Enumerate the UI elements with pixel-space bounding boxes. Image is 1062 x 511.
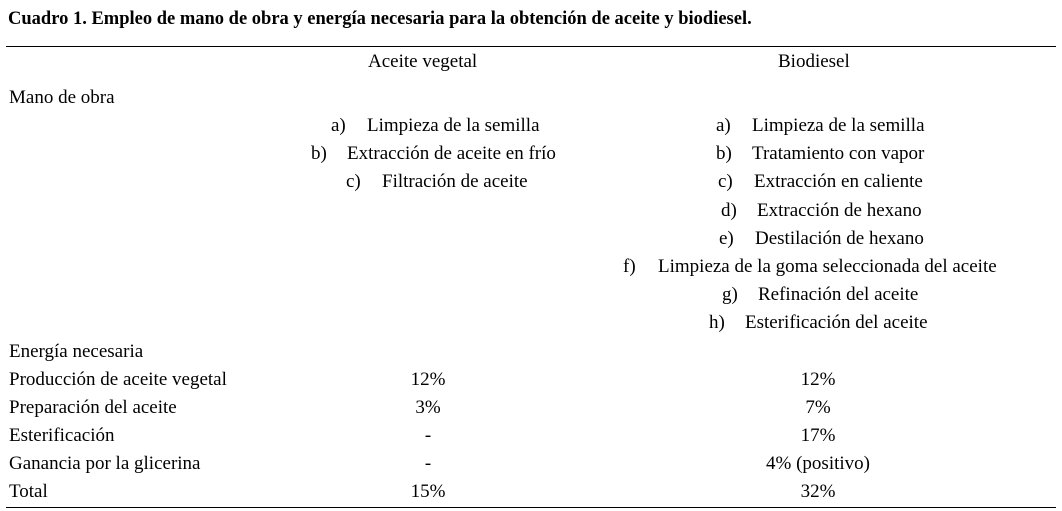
aceite-step: b) Extracción de aceite en frío (311, 143, 556, 165)
aceite-step: c) Filtración de aceite (346, 171, 528, 193)
step-text: Extracción en caliente (754, 171, 923, 192)
biodiesel-step: b) Tratamiento con vapor (716, 143, 924, 165)
step-text: Tratamiento con vapor (752, 143, 925, 164)
biodiesel-step: f) Limpieza de la goma seleccionada del a… (623, 256, 997, 278)
table-title: Cuadro 1. Empleo de mano de obra y energ… (8, 9, 752, 29)
step-text: Filtración de aceite (382, 171, 528, 192)
energy-row-label: Producción de aceite vegetal (9, 369, 227, 390)
step-text: Esterificación del aceite (745, 312, 928, 333)
step-letter: a) (331, 115, 346, 136)
energy-row-label: Ganancia por la glicerina (9, 453, 201, 474)
biodiesel-step: h) Esterificación del aceite (709, 312, 928, 334)
step-letter: h) (709, 312, 725, 333)
biodiesel-step: c) Extracción en caliente (718, 171, 923, 193)
column-header-biodiesel: Biodiesel (778, 51, 850, 72)
step-letter: b) (311, 143, 327, 164)
step-text: Destilación de hexano (755, 228, 924, 249)
biodiesel-step: a) Limpieza de la semilla (716, 115, 925, 137)
energy-row-biodiesel-value: 32% (800, 481, 836, 502)
section-mano-de-obra: Mano de obra (9, 87, 115, 108)
energy-row-biodiesel-value: 4% (positivo) (766, 453, 870, 474)
step-letter: e) (719, 228, 734, 249)
aceite-step: a) Limpieza de la semilla (331, 115, 540, 137)
energy-row-biodiesel-value: 17% (800, 425, 836, 446)
step-text: Limpieza de la semilla (752, 115, 925, 136)
energy-row-aceite-value: 15% (410, 481, 446, 502)
energy-row-label: Total (9, 481, 48, 502)
biodiesel-step: e) Destilación de hexano (719, 228, 924, 250)
energy-row-biodiesel-value: 12% (800, 369, 836, 390)
top-rule (6, 46, 1056, 47)
step-letter: g) (722, 284, 738, 305)
energy-row-label: Esterificación (9, 425, 115, 446)
step-text: Limpieza de la goma seleccionada del ace… (658, 256, 997, 277)
section-energia: Energía necesaria (9, 341, 144, 362)
energy-row-aceite-value: - (424, 425, 432, 446)
step-letter: b) (716, 143, 732, 164)
step-text: Extracción de hexano (757, 200, 922, 221)
step-letter: a) (716, 115, 731, 136)
step-letter: d) (721, 200, 737, 221)
energy-row-biodiesel-value: 7% (805, 397, 831, 418)
energy-row-aceite-value: 12% (410, 369, 446, 390)
biodiesel-step: g) Refinación del aceite (722, 284, 918, 306)
step-text: Limpieza de la semilla (367, 115, 540, 136)
energy-row-aceite-value: 3% (415, 397, 441, 418)
energy-row-label: Preparación del aceite (9, 397, 177, 418)
bottom-rule (6, 507, 1056, 508)
biodiesel-step: d) Extracción de hexano (721, 200, 922, 222)
step-text: Extracción de aceite en frío (347, 143, 556, 164)
step-letter: c) (718, 171, 733, 192)
step-letter: f) (623, 256, 636, 277)
column-header-aceite: Aceite vegetal (368, 51, 478, 72)
step-letter: c) (346, 171, 361, 192)
energy-row-aceite-value: - (424, 453, 432, 474)
step-text: Refinación del aceite (758, 284, 919, 305)
